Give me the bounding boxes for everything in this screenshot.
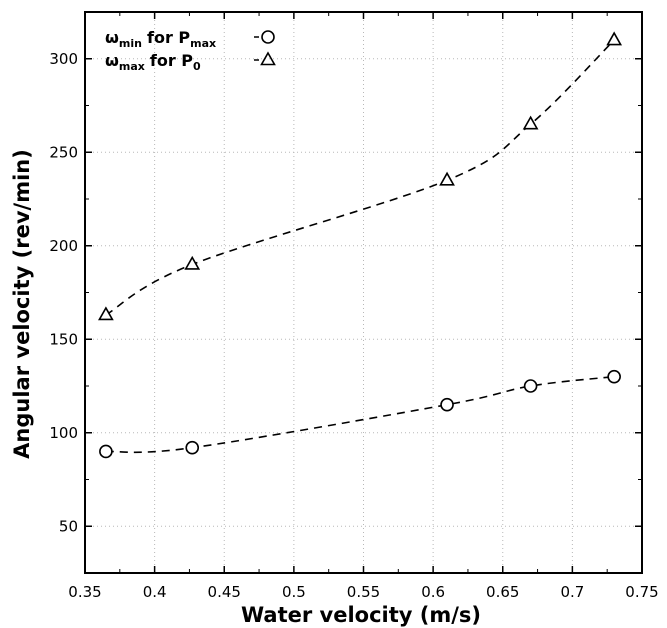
series-line [105, 39, 615, 316]
series-line [105, 375, 615, 454]
legend: ωmin for Pmax ωmax for P0 [105, 28, 276, 73]
data-point-triangle [606, 31, 623, 46]
data-point-circle [607, 369, 621, 384]
legend-marker-circle [261, 30, 275, 44]
data-point-circle [99, 444, 113, 459]
x-tick-label: 0.5 [282, 583, 306, 601]
x-tick-label: 0.6 [421, 583, 445, 601]
data-point-circle [185, 440, 200, 455]
legend-entry-series-1: ωmin for Pmax [105, 28, 275, 50]
data-point-triangle [98, 306, 114, 321]
y-tick-label: 150 [49, 330, 78, 348]
data-point-triangle [184, 255, 201, 270]
y-tick-label: 200 [49, 237, 78, 255]
legend-entry-series-2: ωmax for P0 [105, 51, 276, 73]
series-layer [98, 31, 623, 459]
x-tick-label: 0.4 [143, 583, 167, 601]
data-point-circle [440, 397, 454, 412]
x-tick-label: 0.55 [347, 583, 380, 601]
legend-marker-triangle [260, 51, 276, 66]
y-axis-title: Angular velocity (rev/min) [10, 149, 34, 459]
y-tick-label: 250 [49, 143, 78, 161]
legend-label-series-2: ωmax for P0 [105, 51, 201, 73]
x-tick-labels: 0.35 0.4 0.45 0.5 0.55 0.6 0.65 0.7 0.75 [68, 583, 658, 601]
x-tick-label: 0.35 [68, 583, 101, 601]
y-tick-label: 100 [49, 424, 78, 442]
data-point-triangle [439, 171, 455, 186]
x-axis-title: Water velocity (m/s) [241, 603, 481, 627]
axis-ticks [84, 12, 643, 573]
grid-lines [85, 12, 642, 573]
x-tick-label: 0.45 [208, 583, 241, 601]
x-tick-label: 0.65 [486, 583, 519, 601]
y-tick-labels: 50 100 150 200 250 300 [49, 50, 78, 536]
data-point-triangle [522, 115, 539, 130]
x-tick-label: 0.75 [625, 583, 658, 601]
x-tick-label: 0.7 [560, 583, 584, 601]
series-2 [98, 31, 623, 321]
y-tick-label: 50 [59, 517, 78, 535]
y-tick-label: 300 [49, 50, 78, 68]
data-point-circle [523, 379, 538, 393]
series-1 [99, 369, 621, 459]
legend-label-series-1: ωmin for Pmax [105, 28, 216, 50]
